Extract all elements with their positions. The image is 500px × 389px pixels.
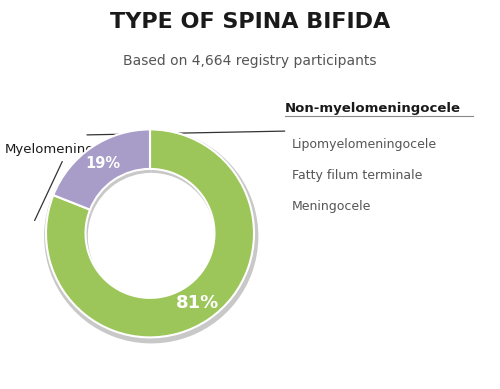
Wedge shape: [54, 130, 150, 210]
Text: Lipomyelomeningocele: Lipomyelomeningocele: [292, 138, 436, 151]
Text: Fatty filum terminale: Fatty filum terminale: [292, 169, 422, 182]
Wedge shape: [46, 130, 254, 337]
Text: Non-myelomeningocele: Non-myelomeningocele: [285, 102, 461, 116]
Text: TYPE OF SPINA BIFIDA: TYPE OF SPINA BIFIDA: [110, 12, 390, 32]
Text: Based on 4,664 registry participants: Based on 4,664 registry participants: [123, 54, 377, 68]
Text: 81%: 81%: [176, 294, 219, 312]
Text: 19%: 19%: [85, 156, 120, 171]
Wedge shape: [44, 129, 258, 343]
Text: Myelomeningocele: Myelomeningocele: [5, 143, 130, 221]
Wedge shape: [52, 129, 151, 213]
Text: Meningocele: Meningocele: [292, 200, 371, 213]
